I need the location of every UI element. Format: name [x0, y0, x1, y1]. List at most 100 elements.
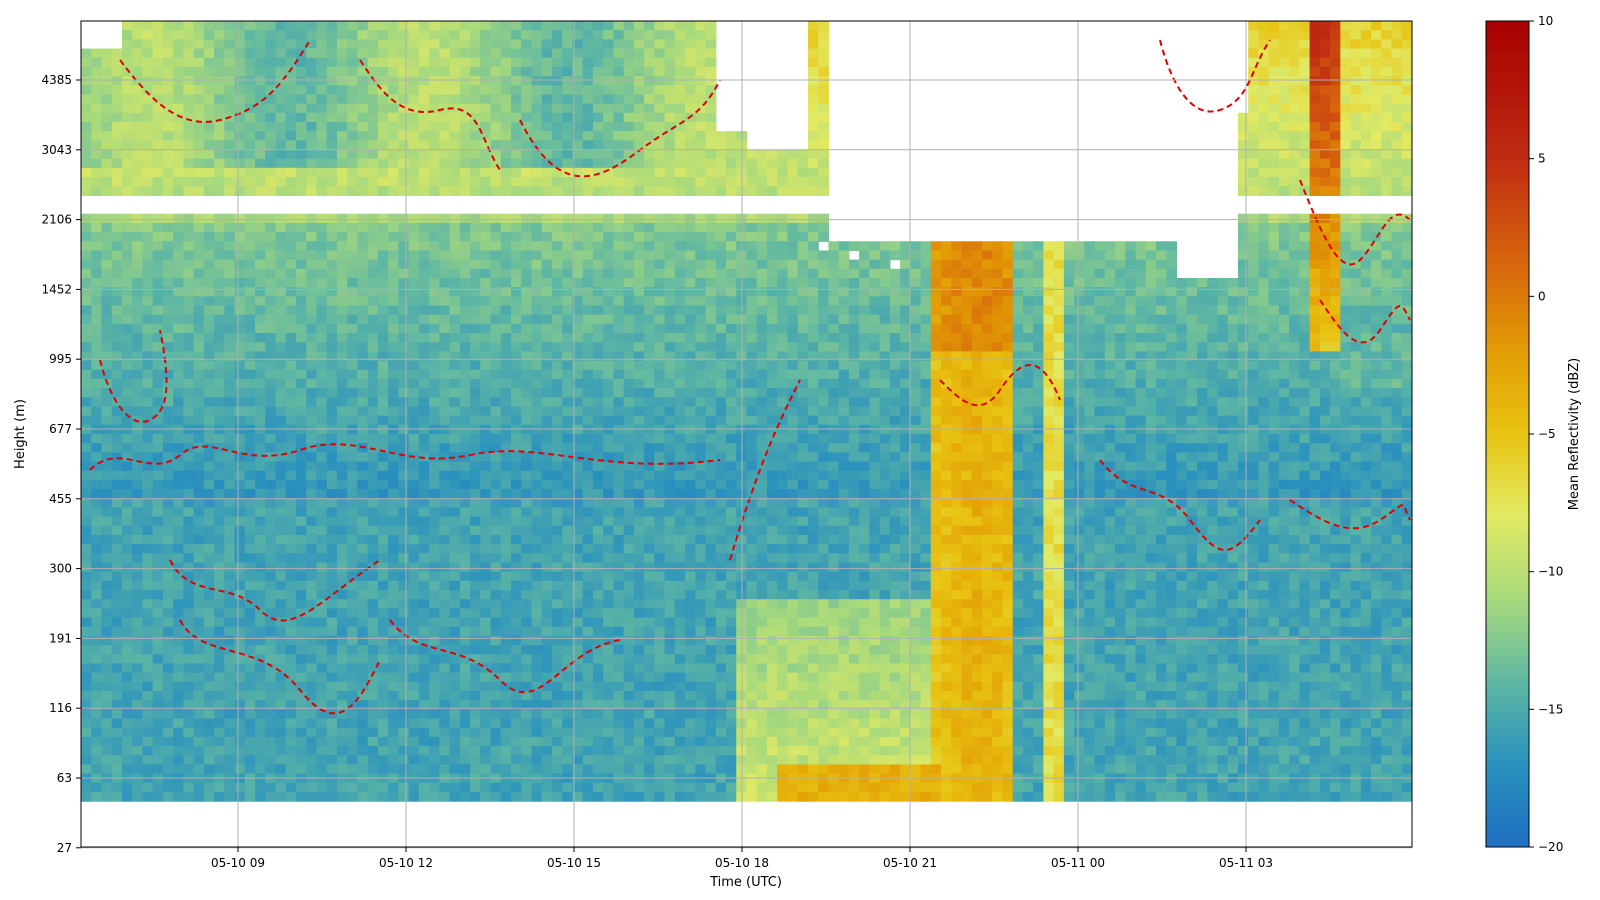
heat-cell: [306, 94, 318, 105]
heat-cell: [244, 140, 256, 151]
heat-cell: [459, 85, 471, 96]
heat-cell: [674, 755, 686, 765]
heat-cell: [685, 617, 696, 628]
heat-cell: [551, 360, 563, 371]
heat-cell: [623, 222, 635, 233]
heat-cell: [623, 736, 635, 747]
heat-cell: [674, 296, 686, 307]
heat-cell: [152, 736, 164, 747]
heat-cell: [275, 562, 287, 573]
heat-cell: [449, 103, 461, 114]
heat-cell: [111, 360, 123, 371]
heat-cell: [316, 736, 328, 747]
heat-cell: [429, 415, 440, 426]
heat-cell: [654, 131, 666, 141]
heat-cell: [500, 718, 512, 729]
heat-cell: [449, 562, 461, 573]
heat-cell: [633, 250, 645, 261]
heat-cell: [244, 397, 256, 408]
heat-cell: [439, 608, 451, 619]
heat-cell: [418, 791, 430, 802]
heat-cell: [152, 149, 164, 160]
heat-cell: [541, 672, 553, 683]
heat-cell: [193, 525, 205, 536]
heat-cell: [91, 351, 103, 362]
heat-cell: [367, 158, 379, 169]
heat-cell: [255, 112, 266, 123]
heat-cell: [398, 690, 410, 701]
heat-cell: [162, 525, 174, 536]
heat-cell: [275, 167, 287, 178]
heat-cell: [613, 103, 625, 114]
heat-cell: [531, 534, 543, 545]
heat-cell: [336, 241, 348, 252]
heat-cell: [336, 57, 348, 68]
heat-cell: [173, 323, 184, 334]
heat-cell: [367, 39, 379, 50]
heat-cell: [173, 250, 184, 261]
heat-cell: [255, 443, 266, 453]
heat-cell: [685, 323, 696, 334]
heat-cell: [255, 590, 266, 600]
heat-cell: [429, 241, 440, 252]
heat-cell: [551, 580, 563, 591]
heat-cell: [275, 296, 287, 307]
heat-cell: [551, 103, 563, 114]
heat-cell: [234, 140, 246, 151]
heat-cell: [582, 241, 594, 252]
heat-cell: [439, 571, 451, 582]
heat-cell: [418, 736, 430, 747]
heat-cell: [439, 507, 451, 518]
heat-cell: [418, 654, 430, 665]
heat-cell: [173, 626, 184, 637]
heat-cell: [531, 626, 543, 637]
heat-cell: [521, 296, 533, 307]
heat-cell: [285, 443, 297, 453]
heat-cell: [234, 507, 246, 518]
heat-cell: [224, 94, 236, 105]
heat-cell: [480, 48, 492, 59]
heat-cell: [654, 287, 666, 297]
heat-cell: [480, 259, 492, 270]
heat-cell: [214, 516, 225, 527]
heat-cell: [336, 369, 348, 380]
heat-cell: [142, 103, 154, 114]
heat-cell: [91, 553, 103, 564]
heat-cell: [623, 213, 635, 224]
heat-cell: [613, 452, 625, 463]
heat-cell: [623, 85, 635, 96]
heat-cell: [623, 66, 635, 77]
heat-cell: [101, 663, 113, 674]
heat-cell: [234, 571, 246, 582]
heat-cell: [664, 296, 676, 307]
heat-cell: [500, 76, 512, 86]
heat-cell: [449, 727, 461, 738]
heat-cell: [388, 498, 399, 509]
heat-cell: [562, 599, 574, 609]
heat-cell: [152, 590, 164, 600]
heat-cell: [132, 452, 144, 463]
heat-cell: [664, 590, 676, 600]
heat-cell: [470, 351, 481, 362]
heat-cell: [582, 461, 594, 472]
heat-cell: [316, 525, 328, 536]
heat-cell: [521, 470, 533, 481]
heat-cell: [152, 351, 164, 362]
heat-cell: [152, 479, 164, 490]
heat-cell: [490, 250, 502, 261]
heat-cell: [121, 479, 133, 490]
heat-cell: [316, 782, 328, 793]
heat-cell: [81, 323, 92, 334]
heat-cell: [214, 590, 225, 600]
heat-cell: [511, 388, 522, 398]
heat-cell: [265, 39, 277, 50]
heat-cell: [429, 406, 440, 417]
heat-cell: [152, 30, 164, 40]
heat-cell: [347, 516, 359, 527]
heat-cell: [326, 388, 338, 398]
heat-cell: [357, 39, 369, 50]
heat-cell: [603, 103, 614, 114]
heat-cell: [551, 369, 563, 380]
heat-cell: [234, 369, 246, 380]
heat-cell: [377, 635, 389, 646]
